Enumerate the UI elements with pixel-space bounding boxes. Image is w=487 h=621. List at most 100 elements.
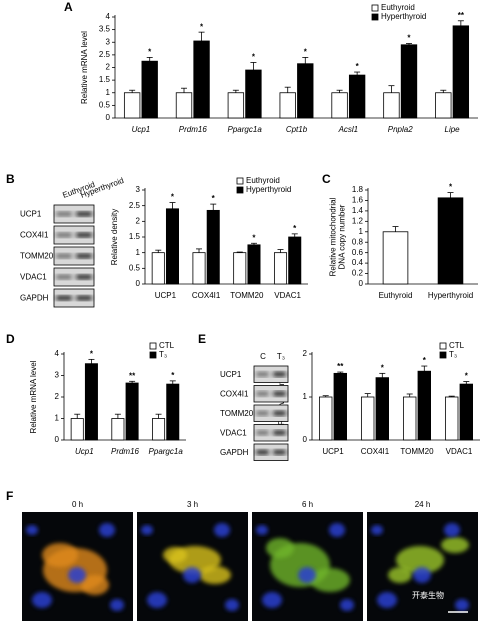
y-tick-label: 0 xyxy=(106,113,111,122)
blot-frame xyxy=(253,424,289,442)
blot-frame xyxy=(53,246,95,266)
nucleus xyxy=(371,525,383,535)
bar xyxy=(444,396,459,441)
panel-letter: E xyxy=(198,332,206,346)
blot-band xyxy=(273,410,286,416)
y-axis-label: Relative mRNA level xyxy=(80,31,89,104)
lane-label: T₃ xyxy=(277,352,285,361)
significance: * xyxy=(449,183,453,192)
x-tick-label: Cpt1b xyxy=(286,125,308,134)
row-label: TOMM20 xyxy=(220,409,254,418)
panel-letter: B xyxy=(6,172,15,186)
y-tick-label: 1.2 xyxy=(352,216,364,225)
lane-label: Hyperthyroid xyxy=(79,176,125,200)
nucleus xyxy=(68,567,86,583)
blot-band xyxy=(56,295,72,301)
significance: * xyxy=(252,233,256,242)
significance: * xyxy=(212,194,216,203)
bar xyxy=(400,44,418,119)
blot-band xyxy=(256,371,269,377)
legend-label: CTL xyxy=(159,341,175,350)
blot-band xyxy=(273,371,286,377)
nucleus xyxy=(340,599,354,611)
bar xyxy=(375,377,390,441)
significance: * xyxy=(465,372,469,381)
x-tick-label: VDAC1 xyxy=(446,447,473,456)
legend-swatch xyxy=(149,342,157,350)
bar xyxy=(123,92,141,119)
blot-band xyxy=(273,430,286,436)
legend-label: CTL xyxy=(449,341,465,350)
significance: * xyxy=(200,22,204,31)
blot-band xyxy=(56,274,72,280)
blot-band xyxy=(273,449,286,455)
blot-frame xyxy=(53,225,95,245)
time-label: 3 h xyxy=(187,500,198,509)
x-tick-label: Ucp1 xyxy=(132,125,151,134)
bar xyxy=(402,396,417,441)
bar xyxy=(297,63,314,119)
panel-letter: D xyxy=(6,332,15,346)
y-axis-label: DNA copy number xyxy=(338,204,347,269)
significance: * xyxy=(293,224,297,233)
y-tick-label: 1.5 xyxy=(99,75,111,84)
legend-swatch xyxy=(236,186,244,194)
significance: * xyxy=(356,62,360,71)
y-tick-label: 1 xyxy=(106,88,111,97)
significance: * xyxy=(171,193,175,202)
y-tick-label: 0 xyxy=(55,435,60,444)
nucleus xyxy=(377,592,397,608)
y-tick-label: 0.4 xyxy=(352,258,364,267)
x-tick-label: TOMM20 xyxy=(400,447,434,456)
lane-label: C xyxy=(260,352,266,361)
y-tick-label: 0 xyxy=(136,279,141,288)
bar xyxy=(435,92,452,119)
bar xyxy=(152,418,166,441)
panel-letter: C xyxy=(322,172,331,186)
bar xyxy=(193,40,210,119)
nucleus xyxy=(141,525,153,535)
bar xyxy=(273,252,288,285)
significance: * xyxy=(407,34,411,43)
cell-signal xyxy=(81,575,109,595)
x-tick-label: Ucp1 xyxy=(75,447,94,456)
nucleus xyxy=(32,592,52,608)
cell-signal xyxy=(266,538,294,558)
significance: * xyxy=(423,356,427,365)
x-tick-label: VDAC1 xyxy=(274,291,301,300)
panel-letter: F xyxy=(6,489,13,503)
legend-label: Euthyroid xyxy=(246,176,280,185)
blot-frame xyxy=(253,443,289,461)
row-label: UCP1 xyxy=(20,210,42,219)
x-tick-label: Acsl1 xyxy=(338,125,359,134)
blot-band xyxy=(56,211,72,217)
bar xyxy=(437,197,464,285)
bar xyxy=(333,372,348,441)
y-tick-label: 1 xyxy=(303,392,308,401)
y-tick-label: 3 xyxy=(106,37,111,46)
legend-swatch xyxy=(371,13,379,21)
y-tick-label: 2 xyxy=(303,349,308,358)
row-label: UCP1 xyxy=(220,370,242,379)
y-axis-label: Relative mRNA level xyxy=(29,360,38,433)
blot-frame xyxy=(253,404,289,422)
y-axis-label: Relative density xyxy=(110,209,119,265)
significance: * xyxy=(252,53,256,62)
nucleus xyxy=(214,523,230,537)
significance: * xyxy=(148,48,152,57)
bar xyxy=(233,252,247,285)
nucleus xyxy=(99,523,115,537)
bar xyxy=(175,92,193,119)
y-tick-label: 1 xyxy=(55,414,60,423)
y-tick-label: 1.6 xyxy=(352,196,364,205)
blot-band xyxy=(256,391,269,397)
significance: * xyxy=(90,349,94,358)
bar xyxy=(382,231,409,285)
x-tick-label: Ppargc1a xyxy=(149,447,184,456)
x-tick-label: Ppargc1a xyxy=(228,125,263,134)
bar xyxy=(417,370,432,441)
nucleus xyxy=(298,567,316,583)
x-tick-label: COX4I1 xyxy=(192,291,221,300)
y-tick-label: 2 xyxy=(136,216,141,225)
y-tick-label: 0.2 xyxy=(352,269,364,278)
